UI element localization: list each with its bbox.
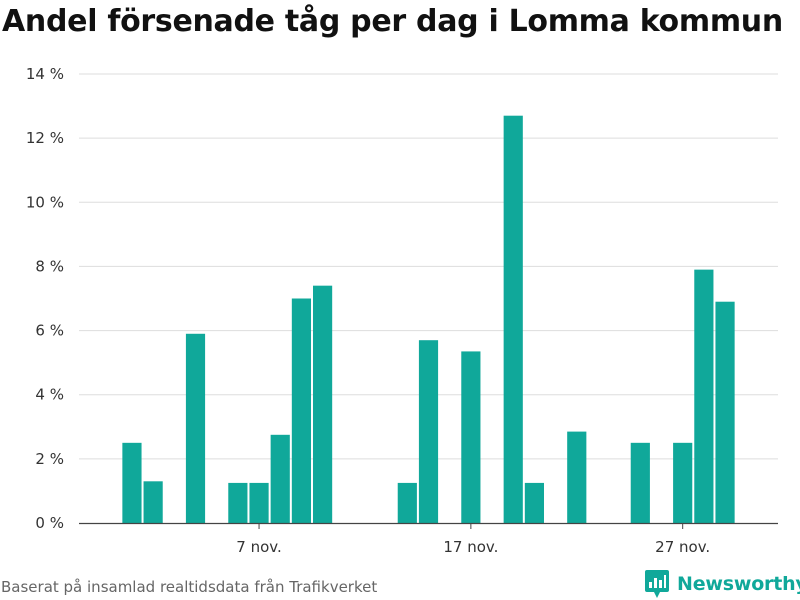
bar <box>122 442 142 523</box>
bar <box>503 115 523 523</box>
y-tick-label: 4 % <box>35 386 64 404</box>
bar <box>228 482 248 523</box>
bar <box>185 333 206 523</box>
chart-title: Andel försenade tåg per dag i Lomma komm… <box>2 4 783 39</box>
bar <box>673 442 693 523</box>
newsworthy-logo-icon <box>645 570 669 598</box>
x-tick-label: 17 nov. <box>443 538 498 556</box>
y-tick-label: 6 % <box>35 322 64 340</box>
bar <box>524 482 544 523</box>
y-tick-label: 10 % <box>26 193 64 211</box>
bar <box>567 431 587 523</box>
x-tick-label: 7 nov. <box>236 538 281 556</box>
bar <box>461 351 481 523</box>
bar <box>291 298 311 523</box>
bar <box>715 301 735 523</box>
source-note: Baserat på insamlad realtidsdata från Tr… <box>1 578 378 596</box>
y-tick-label: 8 % <box>35 257 64 275</box>
y-tick-label: 0 % <box>35 514 64 532</box>
bar <box>249 482 269 523</box>
bar <box>143 481 163 523</box>
bar <box>313 285 333 523</box>
bar <box>630 442 650 523</box>
bar <box>694 269 714 523</box>
brand-logo: Newsworthy <box>644 569 800 599</box>
bar <box>397 482 417 523</box>
y-tick-label: 2 % <box>35 450 64 468</box>
y-tick-label: 12 % <box>26 129 64 147</box>
bar <box>270 434 290 523</box>
brand-name: Newsworthy <box>677 573 800 595</box>
y-tick-label: 14 % <box>26 65 64 83</box>
x-tick-label: 27 nov. <box>655 538 710 556</box>
bar <box>418 340 439 523</box>
